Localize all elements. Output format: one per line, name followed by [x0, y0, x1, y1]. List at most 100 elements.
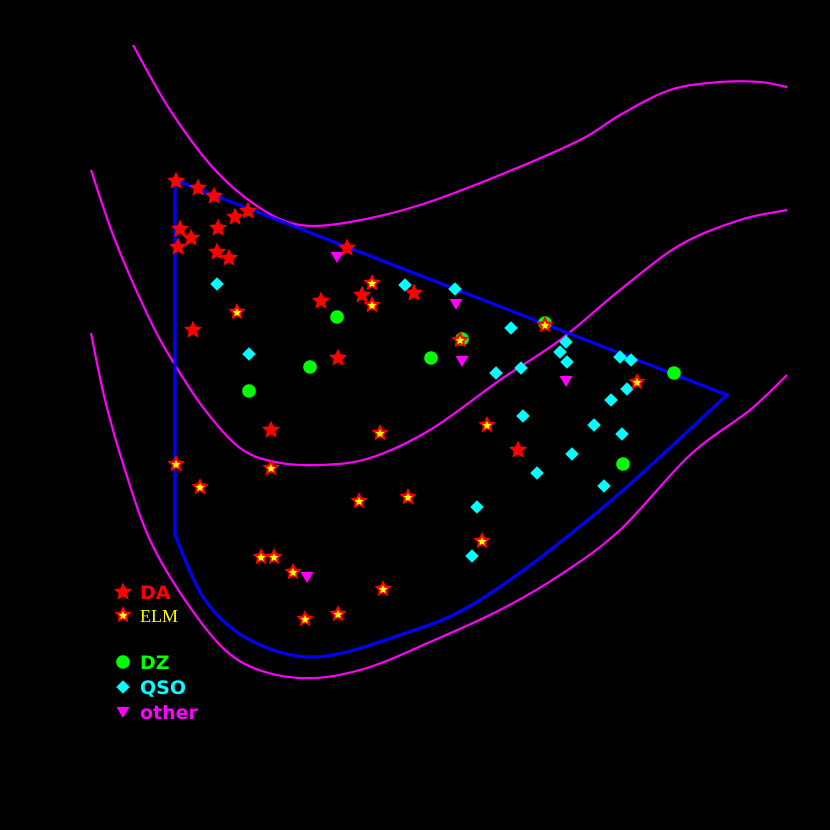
other-legend-symbol	[116, 707, 130, 718]
data-points	[167, 171, 681, 627]
model-track-line	[132, 44, 788, 228]
da-marker	[205, 186, 223, 204]
elm-marker	[478, 416, 496, 433]
elm-marker	[371, 424, 389, 441]
other-marker	[559, 376, 573, 387]
legend-label-other: other	[140, 702, 199, 724]
qso-marker	[489, 366, 503, 380]
da-marker	[169, 237, 187, 255]
qso-marker	[448, 282, 462, 296]
da-marker	[226, 207, 244, 225]
dz-circle-icon	[116, 655, 130, 669]
qso-marker	[559, 335, 573, 349]
qso-marker	[516, 409, 530, 423]
elm-marker	[363, 296, 381, 313]
qso-marker	[615, 427, 629, 441]
dz-marker	[330, 310, 344, 324]
legend-item-qso: QSO	[116, 677, 186, 699]
da-marker	[353, 285, 371, 303]
elm-marker	[191, 478, 209, 495]
dz-marker	[424, 351, 438, 365]
elm-marker	[628, 373, 646, 390]
dz-marker	[242, 384, 256, 398]
legend-item-da: DA	[114, 582, 171, 604]
dz-marker	[667, 366, 681, 380]
elm-marker	[284, 563, 302, 580]
qso-marker	[620, 382, 634, 396]
qso-diamond-icon	[116, 680, 130, 694]
qso-marker	[470, 500, 484, 514]
dz-marker	[303, 360, 317, 374]
qso-marker	[604, 393, 618, 407]
da-marker	[167, 171, 185, 189]
da-marker	[220, 248, 238, 266]
legend-item-other: other	[116, 702, 199, 724]
elm-marker	[399, 488, 417, 505]
elm-legend-symbol	[114, 606, 132, 623]
qso-marker	[587, 418, 601, 432]
qso-marker	[242, 347, 256, 361]
other-marker	[330, 252, 344, 263]
elm-marker	[252, 548, 270, 565]
dz-legend-symbol	[116, 655, 130, 669]
da-marker	[338, 238, 356, 256]
qso-marker	[553, 345, 567, 359]
other-marker	[449, 299, 463, 310]
qso-marker	[514, 361, 528, 375]
elm-star-icon	[114, 606, 132, 623]
legend-label-elm: ELM	[140, 606, 178, 626]
qso-marker	[560, 355, 574, 369]
da-marker	[184, 320, 202, 338]
other-triangle-icon	[116, 707, 130, 718]
qso-marker	[504, 321, 518, 335]
elm-marker	[296, 610, 314, 627]
elm-marker	[363, 274, 381, 291]
legend-item-elm: ELM	[114, 606, 178, 626]
qso-marker	[530, 466, 544, 480]
da-marker	[189, 178, 207, 196]
elm-marker	[451, 331, 469, 348]
other-marker	[455, 356, 469, 367]
series-other	[300, 252, 573, 583]
selection-boundary-line	[173, 178, 730, 659]
model-track-line	[89, 169, 788, 467]
legend: DA ELM DZ QSO other	[114, 582, 199, 724]
series-da	[167, 171, 527, 458]
da-marker	[171, 219, 189, 237]
model-track-line	[89, 332, 788, 680]
selection-region	[173, 178, 730, 659]
da-marker	[405, 283, 423, 301]
legend-label-da: DA	[140, 582, 171, 604]
elm-marker	[265, 548, 283, 565]
qso-legend-symbol	[116, 680, 130, 694]
da-marker	[262, 420, 280, 438]
elm-marker	[329, 605, 347, 622]
da-marker	[329, 348, 347, 366]
elm-marker	[350, 492, 368, 509]
qso-marker	[624, 353, 638, 367]
qso-marker	[565, 447, 579, 461]
series-qso	[210, 277, 638, 563]
da-marker	[182, 228, 200, 246]
qso-marker	[465, 549, 479, 563]
qso-marker	[398, 278, 412, 292]
da-marker	[239, 201, 257, 219]
da-marker	[509, 440, 527, 458]
elm-marker	[262, 459, 280, 476]
legend-item-dz: DZ	[116, 652, 170, 674]
qso-marker	[210, 277, 224, 291]
da-marker	[209, 218, 227, 236]
elm-marker	[536, 316, 554, 333]
qso-marker	[613, 350, 627, 364]
elm-marker	[228, 303, 246, 320]
legend-label-qso: QSO	[140, 677, 186, 699]
legend-label-dz: DZ	[140, 652, 170, 674]
elm-marker	[167, 455, 185, 472]
model-tracks	[89, 44, 788, 680]
da-star-icon	[114, 582, 132, 600]
other-marker	[300, 572, 314, 583]
da-marker	[312, 291, 330, 309]
series-elm	[167, 274, 646, 627]
